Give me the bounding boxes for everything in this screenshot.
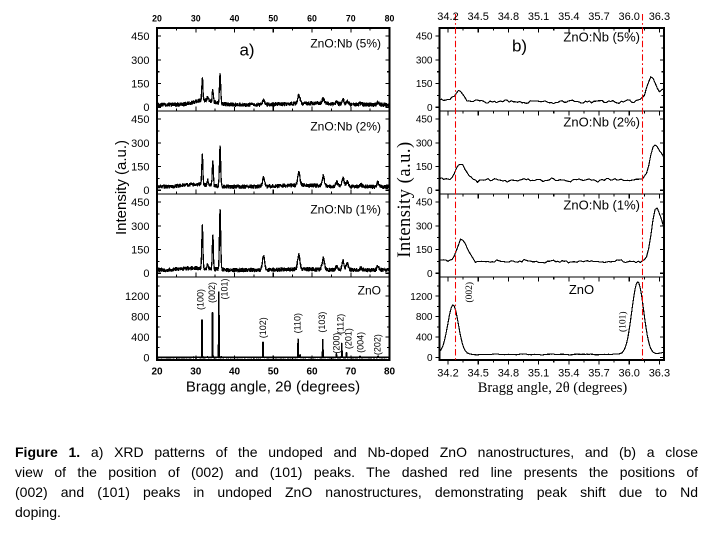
svg-text:150: 150	[416, 162, 433, 173]
svg-text:36.0: 36.0	[618, 368, 639, 380]
svg-text:34.5: 34.5	[467, 11, 488, 23]
svg-text:(101): (101)	[220, 278, 230, 299]
svg-text:(002): (002)	[207, 282, 217, 303]
svg-text:0: 0	[427, 186, 433, 197]
svg-text:40: 40	[229, 366, 241, 377]
svg-text:34.2: 34.2	[437, 368, 458, 380]
svg-text:(103): (103)	[317, 312, 327, 333]
svg-text:50: 50	[268, 13, 278, 23]
svg-text:70: 70	[345, 366, 357, 377]
svg-text:300: 300	[131, 55, 149, 67]
svg-text:70: 70	[346, 13, 356, 23]
svg-text:36.3: 36.3	[649, 11, 670, 23]
svg-text:800: 800	[416, 312, 433, 323]
svg-text:ZnO: ZnO	[569, 282, 594, 297]
svg-text:Bragg angle, 2θ (degrees): Bragg angle, 2θ (degrees)	[186, 379, 360, 396]
svg-text:150: 150	[131, 79, 149, 91]
svg-text:150: 150	[416, 245, 433, 256]
svg-text:0: 0	[427, 353, 433, 364]
svg-text:0: 0	[143, 185, 149, 197]
svg-text:1200: 1200	[125, 291, 149, 303]
svg-text:(102): (102)	[258, 317, 268, 338]
svg-text:Intensity (a.u.): Intensity (a.u.)	[395, 141, 415, 257]
svg-text:150: 150	[131, 162, 149, 174]
svg-text:80: 80	[384, 366, 396, 377]
svg-text:ZnO: ZnO	[358, 283, 381, 297]
svg-text:(202): (202)	[373, 334, 383, 355]
svg-text:(112): (112)	[336, 314, 346, 334]
svg-text:(201): (201)	[343, 328, 353, 349]
svg-text:150: 150	[416, 79, 433, 90]
svg-text:60: 60	[306, 366, 318, 377]
svg-text:80: 80	[385, 13, 395, 23]
svg-text:150: 150	[131, 245, 149, 257]
svg-text:ZnO:Nb (2%): ZnO:Nb (2%)	[563, 115, 640, 130]
svg-text:0: 0	[143, 353, 149, 365]
svg-text:(004): (004)	[355, 332, 365, 353]
svg-text:20: 20	[152, 13, 162, 23]
svg-text:0: 0	[427, 103, 433, 114]
svg-text:300: 300	[131, 138, 149, 150]
svg-text:300: 300	[416, 55, 433, 66]
svg-text:(110): (110)	[293, 313, 303, 333]
svg-text:(200): (200)	[331, 333, 341, 354]
svg-text:34.8: 34.8	[498, 11, 519, 23]
svg-text:34.2: 34.2	[437, 11, 458, 23]
svg-text:35.7: 35.7	[588, 368, 609, 380]
svg-text:(100): (100)	[196, 289, 206, 310]
svg-text:50: 50	[268, 366, 280, 377]
svg-text:800: 800	[131, 312, 149, 324]
svg-text:ZnO:Nb (2%): ZnO:Nb (2%)	[310, 119, 381, 133]
svg-text:35.4: 35.4	[558, 11, 579, 23]
svg-text:35.1: 35.1	[528, 368, 549, 380]
svg-text:450: 450	[416, 115, 433, 126]
svg-text:ZnO:Nb (1%): ZnO:Nb (1%)	[310, 202, 381, 216]
svg-text:400: 400	[131, 332, 149, 344]
svg-text:0: 0	[143, 268, 149, 280]
svg-text:36.0: 36.0	[618, 11, 639, 23]
svg-text:35.4: 35.4	[558, 368, 579, 380]
svg-text:30: 30	[191, 13, 201, 23]
svg-text:b): b)	[512, 37, 527, 56]
svg-text:60: 60	[307, 13, 317, 23]
svg-text:ZnO:Nb (1%): ZnO:Nb (1%)	[563, 198, 640, 213]
svg-text:300: 300	[416, 138, 433, 149]
svg-text:450: 450	[416, 32, 433, 43]
svg-text:1200: 1200	[410, 292, 433, 303]
svg-text:Intensity (a.u.): Intensity (a.u.)	[113, 140, 130, 235]
svg-text:450: 450	[131, 197, 149, 209]
svg-text:ZnO:Nb (5%): ZnO:Nb (5%)	[563, 30, 640, 45]
svg-text:450: 450	[416, 198, 433, 209]
svg-text:34.5: 34.5	[467, 368, 488, 380]
svg-text:(101): (101)	[618, 311, 629, 332]
svg-text:34.8: 34.8	[498, 368, 519, 380]
svg-text:20: 20	[151, 366, 163, 377]
svg-text:35.7: 35.7	[588, 11, 609, 23]
svg-text:(002): (002)	[464, 282, 475, 303]
svg-text:0: 0	[143, 102, 149, 114]
svg-text:300: 300	[416, 221, 433, 232]
svg-text:40: 40	[230, 13, 240, 23]
svg-text:300: 300	[131, 221, 149, 233]
svg-text:ZnO:Nb (5%): ZnO:Nb (5%)	[310, 36, 381, 50]
svg-text:450: 450	[131, 114, 149, 126]
svg-text:a): a)	[239, 41, 254, 60]
svg-text:36.3: 36.3	[649, 368, 670, 380]
svg-text:0: 0	[427, 269, 433, 280]
svg-text:450: 450	[131, 31, 149, 43]
svg-text:35.1: 35.1	[528, 11, 549, 23]
svg-text:30: 30	[190, 366, 202, 377]
svg-text:400: 400	[416, 333, 433, 344]
svg-text:Bragg angle, 2θ (degrees): Bragg angle, 2θ (degrees)	[478, 380, 628, 396]
